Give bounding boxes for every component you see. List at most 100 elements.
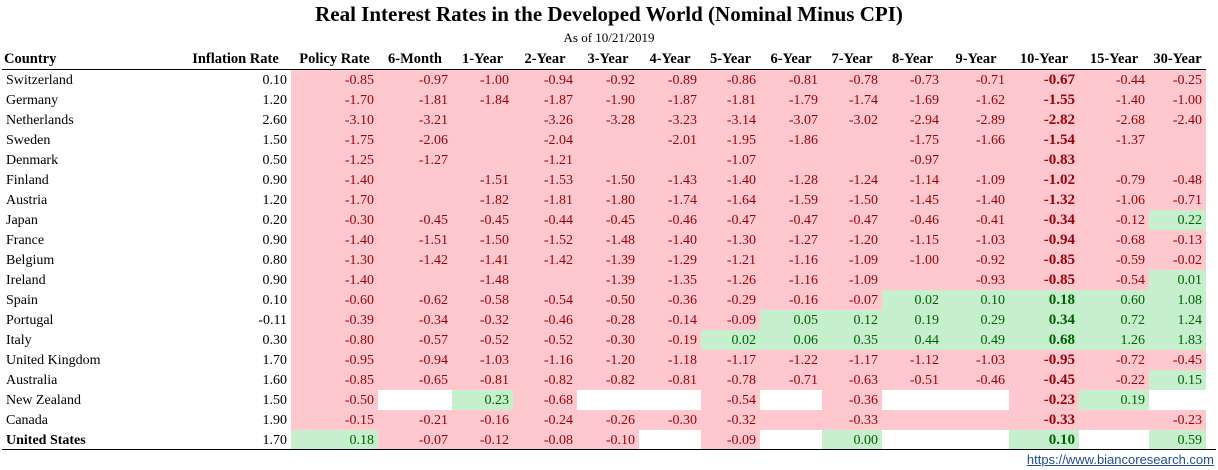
country-label: Netherlands <box>6 112 74 128</box>
table-row: Austria 1.20 -1.70 -1.82 -1.81 -1.80 -1.74 -1.6… <box>2 190 1206 210</box>
table-row: United States 1.70 0.18 -0.07 -0.12 -0.08 -0.1… <box>2 430 1206 450</box>
rate-cell: -1.16 <box>760 270 822 290</box>
chart-subtitle: As of 10/21/2019 <box>563 30 655 45</box>
rate-cell: 0.12 <box>822 310 882 330</box>
empty-rate-cell <box>639 430 701 450</box>
rate-cell: 0.00 <box>822 430 882 450</box>
rate-cell: -2.89 <box>943 110 1009 130</box>
rate-cell: -1.30 <box>291 250 378 270</box>
rate-cell: -3.14 <box>701 110 760 130</box>
rate-cell: -0.34 <box>1009 210 1079 230</box>
empty-rate-cell <box>882 390 943 410</box>
rate-cell: -0.94 <box>1009 230 1079 250</box>
rate-cell: -1.48 <box>452 270 513 290</box>
column-header: 4-Year <box>639 49 701 70</box>
rate-cell: -0.07 <box>378 430 452 450</box>
empty-rate-cell <box>822 150 882 170</box>
rate-cell: -0.78 <box>701 370 760 390</box>
rate-cell: 0.05 <box>760 310 822 330</box>
rate-cell: -0.82 <box>513 370 577 390</box>
rate-cell: 0.18 <box>291 430 378 450</box>
rate-cell: -1.40 <box>639 230 701 250</box>
rate-cell: 0.10 <box>943 290 1009 310</box>
empty-rate-cell <box>1079 410 1149 430</box>
rate-cell: -1.06 <box>1079 190 1149 210</box>
rate-cell: -1.84 <box>452 90 513 110</box>
inflation-value: 0.80 <box>262 252 288 268</box>
rate-cell: -1.43 <box>639 170 701 190</box>
rate-cell: -0.79 <box>1079 170 1149 190</box>
rate-cell: -1.66 <box>943 130 1009 150</box>
column-header: 5-Year <box>701 49 760 70</box>
rate-cell: -0.45 <box>577 210 639 230</box>
country-label: Belgium <box>6 252 55 268</box>
rate-cell: 0.02 <box>882 290 943 310</box>
rate-cell: 0.68 <box>1009 330 1079 350</box>
rate-cell: -0.08 <box>513 430 577 450</box>
column-header: Country <box>2 49 180 70</box>
rate-cell: -1.00 <box>1149 90 1206 110</box>
table-row: Australia 1.60 -0.85 -0.65 -0.81 -0.82 -0.82 -0… <box>2 370 1206 390</box>
empty-rate-cell <box>378 170 452 190</box>
rate-cell: -0.41 <box>943 210 1009 230</box>
rate-cell: -1.40 <box>1079 90 1149 110</box>
rate-cell: -0.50 <box>291 390 378 410</box>
rate-cell: -0.97 <box>378 69 452 90</box>
rate-cell: -0.54 <box>701 390 760 410</box>
column-header: 3-Year <box>577 49 639 70</box>
rate-cell: -0.97 <box>882 150 943 170</box>
empty-rate-cell <box>1149 390 1206 410</box>
rate-cell: -1.51 <box>452 170 513 190</box>
empty-rate-cell <box>760 390 822 410</box>
rate-cell: -1.24 <box>822 170 882 190</box>
rate-cell: -1.80 <box>577 190 639 210</box>
country-label: Austria <box>6 192 48 208</box>
rate-cell: -1.42 <box>513 250 577 270</box>
rate-cell: -1.03 <box>943 350 1009 370</box>
rate-cell: 0.72 <box>1079 310 1149 330</box>
rate-cell: -1.70 <box>291 190 378 210</box>
rate-cell: -1.81 <box>378 90 452 110</box>
country-label: France <box>6 232 45 248</box>
empty-rate-cell <box>378 270 452 290</box>
rate-cell: -1.39 <box>577 250 639 270</box>
rate-cell: -0.85 <box>291 69 378 90</box>
rate-cell: 0.19 <box>882 310 943 330</box>
rate-cell: -1.00 <box>882 250 943 270</box>
table-header-row: Country Inflation Rate Policy Rate 6-Month 1… <box>2 49 1206 70</box>
empty-rate-cell <box>577 390 639 410</box>
rate-cell: -0.28 <box>577 310 639 330</box>
rate-cell: -0.73 <box>882 69 943 90</box>
empty-rate-cell <box>822 130 882 150</box>
column-header: 30-Year <box>1149 49 1206 70</box>
inflation-value: 0.90 <box>262 232 288 248</box>
inflation-value: 0.90 <box>262 172 288 188</box>
rate-cell: -1.28 <box>760 170 822 190</box>
rate-cell: -1.02 <box>1009 170 1079 190</box>
rate-cell: -1.35 <box>639 270 701 290</box>
rate-cell: 1.26 <box>1079 330 1149 350</box>
rate-cell: -0.58 <box>452 290 513 310</box>
rate-cell: -0.45 <box>452 210 513 230</box>
rate-cell: -0.94 <box>378 350 452 370</box>
table-row: Switzerland 0.10 -0.85 -0.97 -1.00 -0.94 -0.92… <box>2 69 1206 90</box>
rate-cell: 1.83 <box>1149 330 1206 350</box>
rate-cell: -0.50 <box>577 290 639 310</box>
rate-cell: -3.23 <box>639 110 701 130</box>
rate-cell: -0.80 <box>291 330 378 350</box>
rate-cell: -0.26 <box>577 410 639 430</box>
rate-cell: -1.69 <box>882 90 943 110</box>
rate-cell: 0.18 <box>1009 290 1079 310</box>
rate-cell: -1.29 <box>639 250 701 270</box>
source-link[interactable]: https://www.biancoresearch.com <box>1026 452 1214 467</box>
rate-cell: -0.47 <box>822 210 882 230</box>
empty-rate-cell <box>882 430 943 450</box>
inflation-value: -0.11 <box>258 312 287 328</box>
rate-cell: -1.16 <box>760 250 822 270</box>
rate-cell: 0.59 <box>1149 430 1206 450</box>
rate-cell: -0.71 <box>760 370 822 390</box>
rate-cell: 0.49 <box>943 330 1009 350</box>
rate-cell: -0.47 <box>701 210 760 230</box>
rate-cell: -0.39 <box>291 310 378 330</box>
country-label: Australia <box>6 372 58 388</box>
